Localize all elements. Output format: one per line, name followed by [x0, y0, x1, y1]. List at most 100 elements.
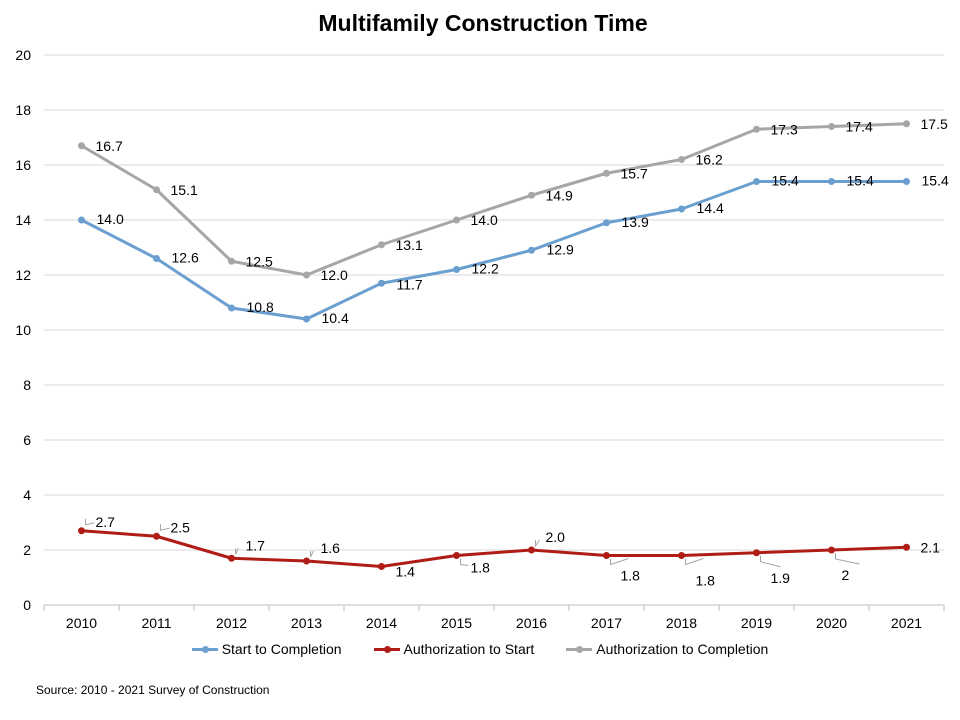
data-label: 1.4: [396, 564, 416, 580]
data-label: 16.7: [96, 138, 123, 154]
data-label: 15.1: [171, 182, 198, 198]
data-point: [528, 246, 535, 254]
data-label: 12.0: [321, 267, 348, 283]
leader-line: [160, 524, 170, 531]
data-point: [903, 178, 910, 185]
data-label: 1.8: [471, 560, 491, 576]
leader-line: [85, 518, 95, 526]
data-label: 12.5: [246, 253, 273, 269]
leader-line: [460, 558, 469, 566]
data-label: 11.7: [397, 276, 423, 292]
data-point: [228, 554, 235, 562]
data-label: 13.9: [622, 214, 649, 230]
x-tick-label: 2015: [441, 615, 472, 631]
data-point: [303, 271, 310, 279]
data-point: [78, 216, 85, 224]
data-point: [78, 527, 85, 535]
source-note: Source: 2010 - 2021 Survey of Constructi…: [36, 683, 270, 697]
x-tick-label: 2010: [66, 615, 97, 631]
leader-line: [610, 558, 629, 566]
data-label: 10.4: [322, 310, 349, 326]
y-tick-label: 4: [23, 487, 31, 503]
data-point: [78, 142, 85, 150]
leader-line: [835, 553, 860, 565]
data-point: [603, 169, 610, 177]
y-tick-label: 2: [23, 542, 31, 558]
y-tick-label: 8: [23, 377, 31, 393]
x-tick-label: 2016: [516, 615, 547, 631]
data-label: 12.2: [472, 261, 499, 277]
data-label: 15.7: [621, 165, 648, 181]
data-label: 2: [842, 567, 850, 583]
series-line: [80, 180, 907, 321]
data-point: [378, 279, 385, 287]
data-label: 1.8: [696, 573, 716, 589]
x-tick-label: 2013: [291, 615, 322, 631]
legend-label: Start to Completion: [221, 641, 342, 657]
series-line: [81, 529, 907, 568]
leader-line: [685, 558, 704, 566]
legend-item-start-to-completion: Start to Completion: [191, 641, 342, 657]
data-label: 16.2: [696, 152, 723, 168]
data-label: 13.1: [396, 237, 423, 253]
data-point: [753, 125, 760, 133]
data-point: [453, 552, 460, 559]
legend-swatch-authorization-to-start: [373, 642, 400, 656]
data-point: [528, 546, 535, 554]
legend-item-authorization-to-start: Authorization to Start: [373, 641, 535, 657]
data-label: 14.0: [471, 212, 498, 228]
data-point: [828, 178, 835, 185]
data-point: [828, 546, 835, 554]
data-point: [753, 178, 760, 185]
data-label: 14.4: [697, 200, 724, 216]
legend-label: Authorization to Completion: [596, 641, 769, 657]
x-tick-label: 2020: [816, 615, 847, 631]
data-point: [453, 266, 460, 273]
leader-line: [535, 539, 540, 548]
y-tick-label: 16: [15, 157, 31, 173]
data-label: 1.8: [621, 568, 641, 584]
legend: Start to Completion Authorization to Sta…: [0, 641, 960, 657]
data-label: 2.0: [546, 529, 566, 545]
data-label: 15.4: [772, 173, 799, 189]
data-label: 14.9: [546, 187, 573, 203]
data-point: [753, 549, 760, 557]
data-label: 17.5: [921, 116, 948, 132]
data-point: [828, 123, 835, 130]
data-point: [903, 543, 910, 551]
data-point: [603, 219, 610, 227]
data-label: 12.9: [547, 241, 574, 257]
x-tick-label: 2011: [141, 615, 171, 631]
data-label: 2.1: [921, 539, 941, 555]
data-point: [228, 304, 235, 312]
leader-line: [760, 555, 781, 568]
data-label: 1.6: [321, 540, 341, 556]
legend-marker: [383, 646, 391, 653]
leader-line: [310, 550, 314, 558]
data-label: 2.5: [171, 519, 191, 535]
data-point: [678, 552, 685, 559]
y-tick-label: 10: [15, 322, 31, 338]
x-tick-label: 2017: [591, 615, 622, 631]
data-point: [378, 241, 385, 249]
data-point: [153, 186, 160, 194]
y-tick-label: 14: [15, 212, 31, 228]
legend-item-authorization-to-completion: Authorization to Completion: [566, 641, 768, 657]
data-point: [603, 552, 610, 559]
data-label: 1.9: [771, 570, 791, 586]
x-tick-label: 2014: [366, 615, 397, 631]
data-label: 2.7: [96, 514, 116, 530]
data-label: 14.0: [97, 211, 124, 227]
data-point: [303, 315, 310, 323]
legend-swatch-authorization-to-completion: [566, 642, 593, 656]
data-label: 15.4: [922, 173, 949, 189]
y-tick-label: 18: [15, 102, 31, 118]
x-tick-label: 2012: [216, 615, 247, 631]
data-label: 1.7: [246, 537, 266, 553]
data-point: [903, 120, 910, 128]
data-label: 17.4: [846, 119, 873, 135]
legend-label: Authorization to Start: [403, 641, 535, 657]
y-tick-label: 20: [15, 47, 31, 63]
legend-swatch-start-to-completion: [191, 642, 218, 656]
